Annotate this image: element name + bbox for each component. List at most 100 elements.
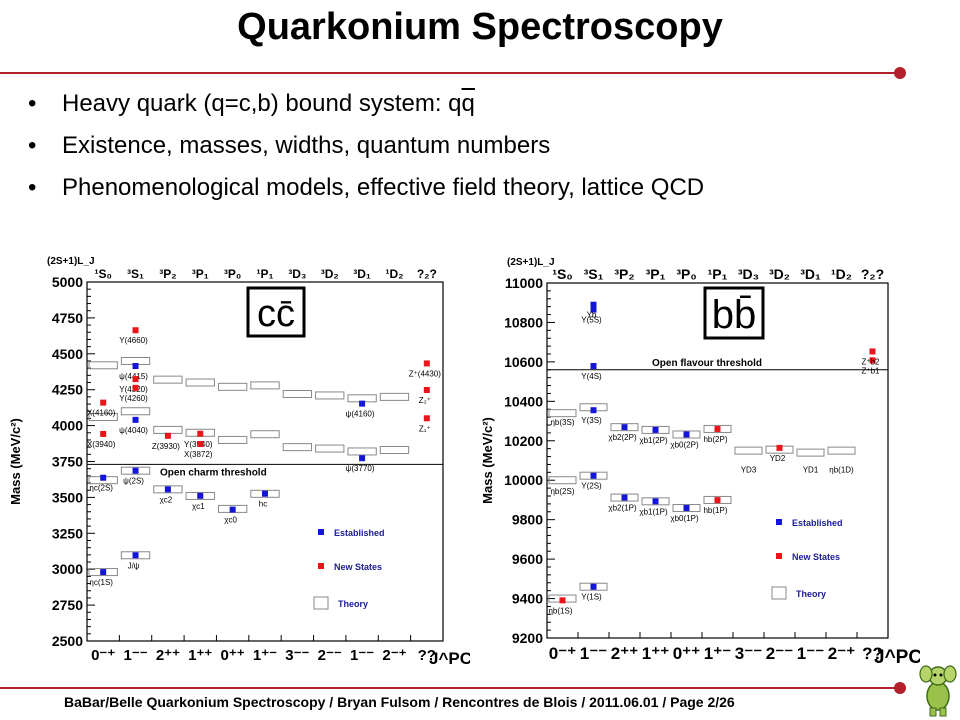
state-label: ΥD2	[770, 454, 786, 463]
state-label: Z(3930)	[152, 442, 180, 451]
established-point	[132, 416, 139, 423]
top-axis-label: ³P₀	[676, 266, 696, 282]
state-label: ηb(3S)	[550, 418, 574, 427]
bottom-axis-label: 0⁻⁺	[91, 647, 115, 664]
y-axis-label: Mass (MeV/c²)	[8, 418, 23, 505]
theory-box	[185, 378, 215, 387]
y-tick-label: 4750	[52, 310, 83, 326]
top-axis-label: ³S₁	[584, 266, 604, 282]
bottom-axis-label: 2⁻⁺	[828, 644, 855, 663]
state-label: ΥD1	[803, 465, 819, 474]
top-divider	[0, 72, 900, 74]
bottom-axis-label: 0⁺⁺	[673, 644, 700, 663]
theory-box	[610, 493, 639, 502]
new-state-point	[132, 327, 139, 334]
state-label: ηc(1S)	[89, 578, 113, 587]
threshold-label: Open charm threshold	[160, 467, 267, 478]
established-point	[100, 474, 107, 481]
state-label: Υ(3S)	[581, 416, 602, 425]
state-label: Z₂⁺	[419, 396, 431, 405]
established-point	[683, 505, 690, 512]
theory-box	[796, 448, 825, 457]
y-tick-label: 10200	[504, 433, 543, 449]
legend-established-marker	[318, 529, 324, 535]
theory-box	[315, 444, 345, 453]
bottom-axis-label: 1⁺⁻	[253, 647, 277, 664]
bottom-axis-label: 3⁻⁻	[285, 647, 309, 664]
y-tick-label: 3750	[52, 454, 83, 470]
new-state-point	[100, 399, 107, 406]
top-axis-label: ³D₂	[321, 267, 339, 281]
top-axis-label: ³D₂	[769, 266, 790, 282]
theory-box	[120, 466, 151, 475]
state-label: χc0	[224, 516, 237, 525]
theory-box	[703, 424, 732, 433]
state-label: Y(4660)	[119, 336, 148, 345]
bottom-axis-label: 2⁺⁺	[611, 644, 638, 663]
bottom-axis-label: ??	[862, 644, 883, 663]
state-label: Υb	[587, 311, 597, 320]
plot-frame	[546, 282, 889, 639]
state-label: Υ(4S)	[581, 372, 602, 381]
state-label: hb(2P)	[703, 435, 727, 444]
y-tick-label: 4250	[52, 382, 83, 398]
bottom-axis-label: 3⁻⁻	[735, 644, 762, 663]
state-label: ψ(4160)	[346, 410, 375, 419]
established-point	[197, 492, 204, 499]
theory-box	[579, 582, 608, 591]
established-point	[132, 467, 139, 474]
bottom-axis-label: 1⁺⁻	[704, 644, 731, 663]
new-state-point	[714, 425, 721, 432]
theory-box	[282, 390, 313, 399]
bottom-axis-label: 1⁺⁺	[642, 644, 669, 663]
legend-new-marker	[776, 553, 782, 559]
bottom-axis-label: 1⁻⁻	[797, 644, 824, 663]
bullet-text: Existence, masses, widths, quantum numbe…	[62, 132, 551, 159]
theory-box	[641, 425, 670, 434]
new-state-point	[559, 597, 566, 604]
state-label: hb(1P)	[703, 506, 727, 515]
top-axis-header: (2S+1)L_J	[47, 256, 95, 267]
legend-theory-label: Theory	[338, 599, 368, 609]
theory-box	[347, 447, 377, 456]
established-point	[132, 363, 139, 370]
theory-box	[217, 382, 248, 391]
theory-box	[153, 485, 183, 494]
state-label: ψ(3770)	[346, 464, 375, 473]
state-label: ηb(1D)	[829, 465, 854, 474]
state-label: X(3872)	[184, 450, 213, 459]
top-axis-label: ³D₁	[800, 266, 821, 282]
theory-box	[88, 361, 118, 370]
bottom-axis-label: 1⁻⁻	[123, 647, 147, 664]
state-label: Y(4260)	[119, 394, 148, 403]
top-axis-label: ³P₁	[646, 266, 666, 282]
y-tick-label: 10800	[504, 314, 543, 330]
state-label: ηb(1S)	[548, 606, 572, 615]
y-tick-label: 10400	[504, 393, 543, 409]
plot-frame	[86, 281, 444, 642]
slide-footer: BaBar/Belle Quarkonium Spectroscopy / Br…	[64, 694, 735, 710]
theory-box	[282, 443, 313, 452]
y-tick-label: 10000	[504, 472, 543, 488]
state-label: X(3940)	[87, 440, 116, 449]
top-axis-label: ³D₃	[738, 266, 759, 282]
state-label: Z⁺b1	[861, 366, 880, 375]
legend-theory-marker	[771, 586, 787, 600]
y-tick-label: 9200	[512, 630, 543, 646]
state-label: Υ(1S)	[581, 593, 602, 602]
established-point	[590, 301, 597, 308]
new-state-point	[869, 357, 876, 364]
top-axis-label: ³P₁	[192, 267, 209, 281]
top-axis-header: (2S+1)L_J	[507, 257, 555, 268]
legend-new-label: New States	[334, 562, 382, 572]
state-label: χb2(1P)	[608, 504, 637, 513]
state-label: χc2	[160, 495, 173, 504]
established-point	[590, 306, 597, 313]
established-point	[683, 431, 690, 438]
top-axis-label: ³S₁	[127, 267, 144, 281]
state-label: χb1(1P)	[639, 507, 668, 516]
theory-box	[672, 504, 701, 513]
y-tick-label: 10600	[504, 354, 543, 370]
flavour-box-label: bb̄	[712, 293, 757, 337]
y-tick-label: 11000	[505, 275, 543, 291]
